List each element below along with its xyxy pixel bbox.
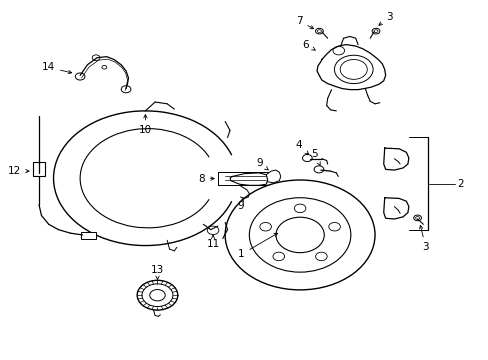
Text: 4: 4: [295, 140, 308, 154]
Text: 9: 9: [237, 198, 244, 211]
Text: 3: 3: [419, 225, 428, 252]
Text: 13: 13: [150, 265, 164, 279]
Text: 5: 5: [311, 149, 320, 165]
Bar: [81, 233, 95, 239]
Text: 14: 14: [41, 62, 72, 74]
Text: 12: 12: [8, 166, 29, 176]
Text: 3: 3: [378, 12, 392, 25]
Text: 11: 11: [206, 235, 219, 249]
Text: 7: 7: [295, 16, 313, 29]
Text: 1: 1: [237, 233, 277, 260]
Text: 6: 6: [302, 40, 315, 50]
Text: 8: 8: [198, 174, 214, 184]
Bar: [33, 162, 45, 176]
Text: 2: 2: [456, 179, 463, 189]
Text: 9: 9: [256, 158, 268, 170]
Text: 10: 10: [139, 114, 152, 135]
